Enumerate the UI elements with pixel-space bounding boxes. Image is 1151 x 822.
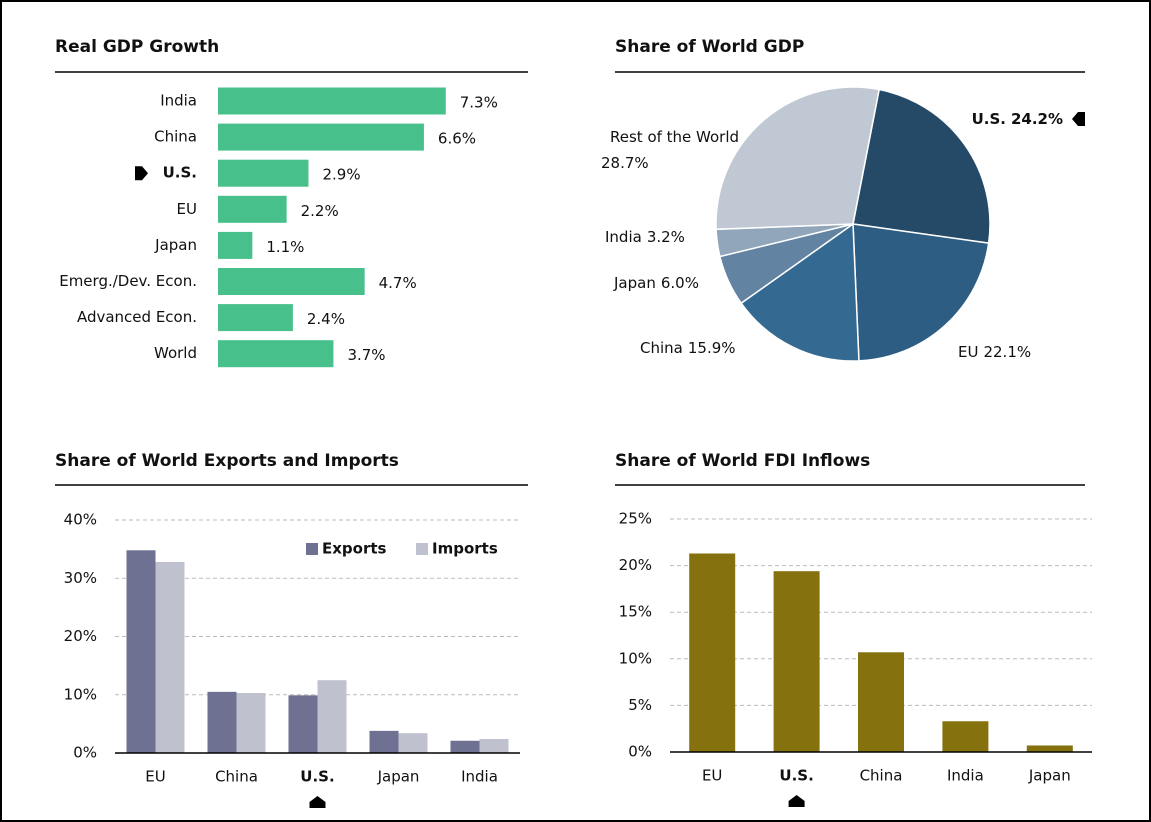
pie-slice [740,222,860,362]
highlight-marker [788,795,805,807]
chart-title: Real GDP Growth [55,37,219,57]
bar [207,691,237,753]
x-tick-label: EU [145,768,165,786]
bar [126,550,156,753]
y-tick-label: 20% [619,556,652,574]
bar [218,87,446,115]
bar [218,268,365,295]
category-label: U.S. [163,164,197,182]
bar [218,195,287,223]
highlight-marker [309,796,326,808]
slice-category: India [605,228,642,246]
legend-label: Exports [322,540,387,558]
chart-title: Share of World Exports and Imports [55,451,399,471]
value-label: 7.3% [460,94,498,112]
slice-label: China 15.9% [640,339,736,357]
x-tick-label: India [461,768,498,786]
chart-title: Share of World FDI Inflows [615,451,870,471]
category-label: World [154,344,197,362]
bar [218,231,253,259]
y-tick-label: 25% [619,510,652,528]
y-tick-label: 20% [64,627,97,645]
slice-category: U.S. [972,110,1006,128]
highlight-marker [1072,112,1085,126]
bar [942,721,989,752]
category-label: EU [177,200,197,218]
value-label: 2.2% [301,202,339,220]
value-label: 2.9% [322,166,360,184]
bar [236,693,266,753]
y-tick-label: 0% [73,744,97,762]
legend-label: Imports [432,540,498,558]
pie-slice [852,223,990,362]
bar [369,730,399,753]
x-tick-label: EU [702,767,722,785]
highlight-marker [135,166,148,181]
bar [773,571,820,752]
slice-label: Japan 6.0% [613,274,699,292]
slice-label: India 3.2% [605,228,685,246]
slice-label: EU 22.1% [958,343,1031,361]
bar [155,561,185,753]
value-label: 6.6% [438,130,476,148]
slice-category: China [640,339,683,357]
slice-category: Japan [613,274,656,292]
chart-title: Share of World GDP [615,37,804,57]
x-tick-label: China [860,767,903,785]
bar [479,739,509,753]
bar [218,159,309,187]
bar [689,553,736,752]
x-tick-label: Japan [1028,767,1071,785]
value-label: 2.4% [307,310,345,328]
category-label: Japan [154,236,197,254]
bar [218,340,334,368]
legend-swatch [416,543,428,555]
slice-label: U.S. 24.2% [972,110,1063,128]
slice-value: 15.9% [688,339,736,357]
y-tick-label: 15% [619,603,652,621]
slice-value: 3.2% [647,228,685,246]
value-label: 1.1% [266,238,304,256]
slice-value: 24.2% [1011,110,1063,128]
bar [317,680,347,753]
slice-category: Rest of the World [610,128,739,146]
slice-category: EU [958,343,978,361]
value-label: 4.7% [379,274,417,292]
bar [288,695,318,753]
pie-slice [715,86,881,231]
bar [450,740,480,753]
slice-value: 28.7% [601,154,649,172]
y-tick-label: 0% [628,743,652,761]
x-tick-label: India [947,767,984,785]
x-tick-label: U.S. [779,767,813,785]
x-tick-label: Japan [377,768,420,786]
category-label: India [160,92,197,110]
bar [218,304,293,332]
value-label: 3.7% [347,346,385,364]
slice-value: 22.1% [983,343,1031,361]
bar [398,733,428,753]
category-label: Emerg./Dev. Econ. [59,272,197,290]
y-tick-label: 10% [619,649,652,667]
y-tick-label: 10% [64,685,97,703]
pie-slice [852,88,991,244]
y-tick-label: 5% [628,696,652,714]
category-label: China [154,128,197,146]
bar [218,123,424,151]
legend-swatch [306,543,318,555]
x-tick-label: U.S. [300,768,334,786]
category-label: Advanced Econ. [77,308,197,326]
x-tick-label: China [215,768,258,786]
bar [1026,745,1073,752]
slice-value: 6.0% [661,274,699,292]
bar [858,652,904,752]
slice-label: Rest of the World 28.7% [601,128,739,172]
y-tick-label: 40% [64,511,97,529]
y-tick-label: 30% [64,569,97,587]
